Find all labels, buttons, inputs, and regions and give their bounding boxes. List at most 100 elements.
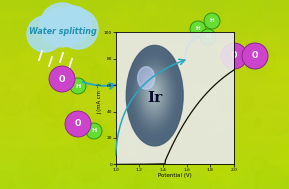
Circle shape <box>225 153 247 174</box>
Bar <box>0 29 289 32</box>
Circle shape <box>44 121 78 156</box>
Ellipse shape <box>149 85 159 102</box>
Bar <box>0 80 289 83</box>
Circle shape <box>192 15 217 41</box>
Circle shape <box>156 41 162 47</box>
Circle shape <box>136 33 160 58</box>
Bar <box>0 118 289 121</box>
Circle shape <box>121 61 127 67</box>
Circle shape <box>236 166 259 189</box>
Circle shape <box>217 151 240 174</box>
Circle shape <box>255 118 262 126</box>
Circle shape <box>146 107 166 127</box>
Bar <box>0 22 289 25</box>
Circle shape <box>274 148 289 174</box>
Circle shape <box>36 85 49 99</box>
Ellipse shape <box>142 73 166 115</box>
Circle shape <box>16 52 40 76</box>
Bar <box>0 46 289 49</box>
Circle shape <box>27 16 63 52</box>
Circle shape <box>60 24 85 50</box>
Circle shape <box>253 116 279 142</box>
X-axis label: Potential (V): Potential (V) <box>158 173 192 178</box>
Bar <box>0 180 289 183</box>
Ellipse shape <box>134 58 175 131</box>
Circle shape <box>44 122 62 141</box>
Bar <box>0 186 289 189</box>
Circle shape <box>71 113 107 149</box>
Circle shape <box>0 38 10 47</box>
Bar <box>0 167 289 170</box>
Bar <box>0 95 289 98</box>
Bar <box>0 60 289 62</box>
Bar <box>0 99 289 102</box>
Circle shape <box>166 142 177 152</box>
Circle shape <box>208 164 234 189</box>
Circle shape <box>164 118 188 142</box>
Circle shape <box>0 82 10 98</box>
Text: H: H <box>75 84 81 88</box>
Circle shape <box>90 61 96 68</box>
Text: O: O <box>59 74 65 84</box>
Ellipse shape <box>131 54 178 137</box>
Circle shape <box>266 73 281 88</box>
Circle shape <box>38 11 52 26</box>
Circle shape <box>43 145 50 152</box>
Circle shape <box>93 122 125 155</box>
Circle shape <box>170 145 188 163</box>
Circle shape <box>258 167 275 185</box>
Text: Ir: Ir <box>147 91 162 105</box>
Circle shape <box>249 9 263 22</box>
Circle shape <box>179 64 213 98</box>
Circle shape <box>86 123 102 139</box>
Bar <box>0 146 289 149</box>
Ellipse shape <box>150 87 157 100</box>
Circle shape <box>255 170 262 177</box>
Bar <box>0 111 289 113</box>
Circle shape <box>58 61 92 96</box>
Circle shape <box>212 117 219 124</box>
Circle shape <box>194 110 209 124</box>
Bar <box>0 3 289 6</box>
Bar <box>0 56 289 59</box>
Bar <box>0 78 289 81</box>
Circle shape <box>264 65 289 95</box>
Circle shape <box>70 78 86 94</box>
Bar <box>0 137 289 140</box>
Circle shape <box>200 162 222 184</box>
Circle shape <box>250 158 266 174</box>
Bar <box>0 1 289 4</box>
Circle shape <box>90 65 109 84</box>
Ellipse shape <box>137 64 171 125</box>
Circle shape <box>271 57 289 89</box>
Bar <box>0 63 289 66</box>
Text: Water splitting: Water splitting <box>29 28 97 36</box>
Bar <box>0 54 289 57</box>
Circle shape <box>256 101 289 136</box>
Bar <box>0 71 289 74</box>
Circle shape <box>86 64 112 90</box>
Bar <box>0 124 289 127</box>
Bar <box>0 128 289 130</box>
Circle shape <box>201 40 207 46</box>
Bar <box>0 177 289 180</box>
Circle shape <box>252 32 262 41</box>
Circle shape <box>213 111 227 125</box>
Circle shape <box>2 60 13 71</box>
Circle shape <box>49 66 75 92</box>
Bar <box>0 90 289 93</box>
Circle shape <box>218 80 253 115</box>
Ellipse shape <box>132 55 177 135</box>
Bar <box>0 41 289 43</box>
Circle shape <box>67 108 89 129</box>
Circle shape <box>119 130 149 160</box>
Ellipse shape <box>149 86 158 101</box>
Circle shape <box>39 101 60 122</box>
Bar <box>0 14 289 17</box>
Circle shape <box>217 13 226 22</box>
Ellipse shape <box>139 68 169 121</box>
Bar <box>0 44 289 47</box>
Circle shape <box>103 62 115 75</box>
Ellipse shape <box>128 48 182 143</box>
Bar <box>0 179 289 181</box>
